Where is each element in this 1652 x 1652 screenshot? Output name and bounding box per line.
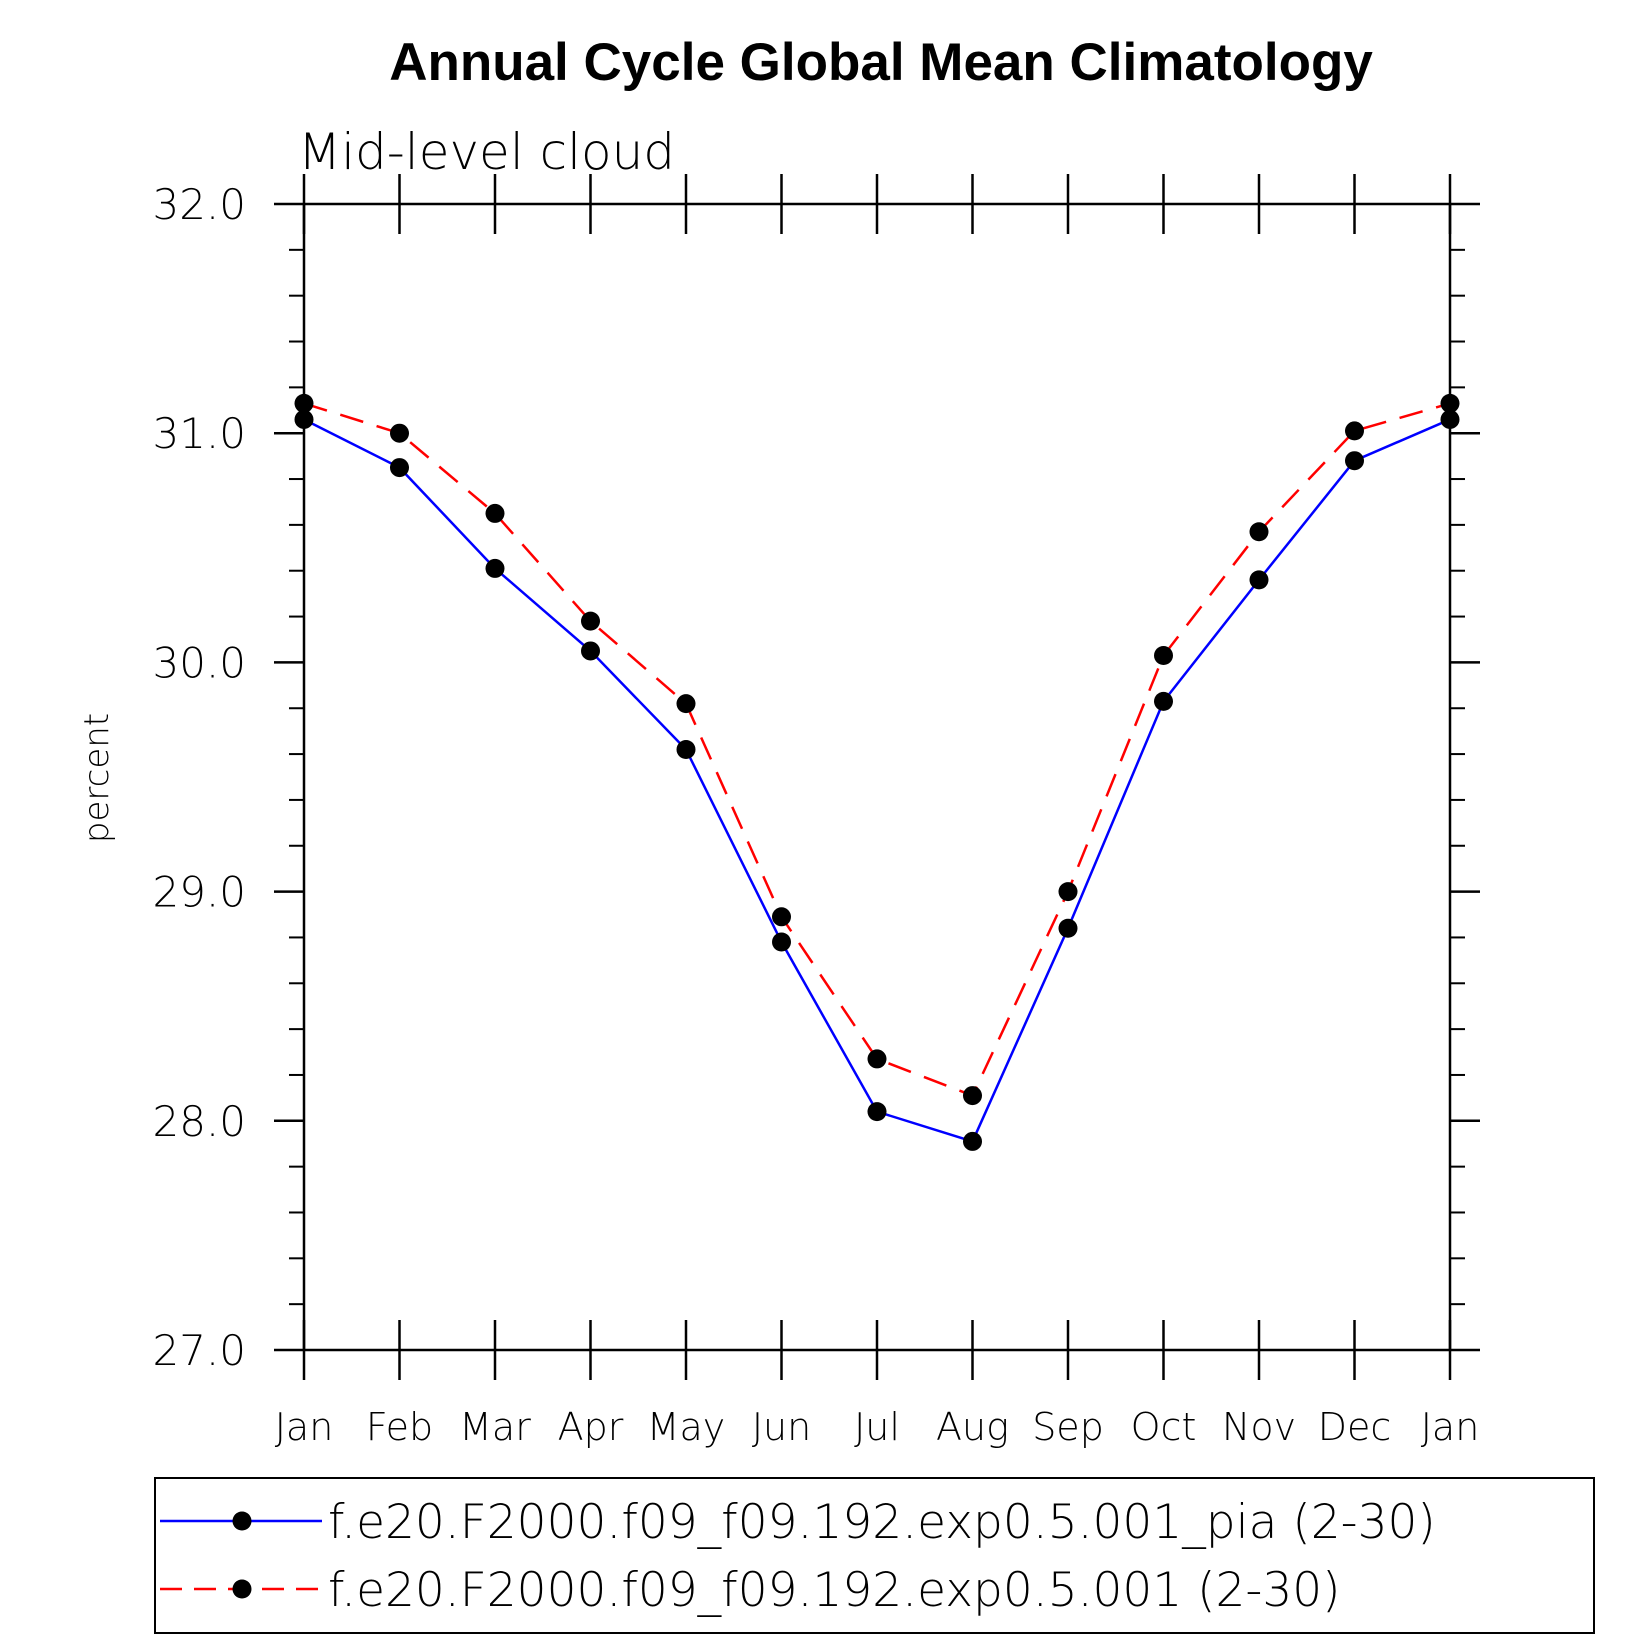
data-point-series-2 xyxy=(772,907,791,927)
plot-frame xyxy=(302,202,1452,1352)
data-point-series-1 xyxy=(485,558,505,578)
x-tick-label: Mar xyxy=(459,1405,531,1449)
data-point-series-1 xyxy=(581,641,600,661)
data-point-series-2 xyxy=(676,694,696,714)
axes: Jan Feb Mar Apr May Jun Jul Aug Sep Oct Nov Dec Jan 2… xyxy=(152,174,1480,1449)
x-tick-label: Apr xyxy=(558,1405,624,1449)
y-tick-label: 31.0 xyxy=(152,409,246,458)
data-point-series-1 xyxy=(1154,691,1173,711)
data-point-series-1 xyxy=(294,409,314,429)
legend-marker-2 xyxy=(232,1579,252,1599)
data-point-series-2 xyxy=(581,611,600,631)
data-point-series-2 xyxy=(867,1049,887,1069)
y-tick-label: 30.0 xyxy=(152,638,246,687)
y-axis-label: percent xyxy=(77,713,117,843)
legend-label-2: f.e20.F2000.f09_f09.192.exp0.5.001 (2-30… xyxy=(328,1563,1341,1618)
legend-box xyxy=(154,1477,1595,1634)
data-point-series-1 xyxy=(390,458,409,478)
y-tick-label: 29.0 xyxy=(152,868,246,917)
y-tick-label: 28.0 xyxy=(152,1097,246,1146)
data-point-series-2 xyxy=(1058,882,1078,902)
data-point-series-1 xyxy=(676,739,696,759)
x-tick-label: Sep xyxy=(1032,1405,1104,1449)
data-point-series-2 xyxy=(294,393,314,413)
x-tick-label: Dec xyxy=(1318,1405,1392,1449)
data-point-series-1 xyxy=(963,1131,982,1151)
legend: f.e20.F2000.f09_f09.192.exp0.5.001_pia (… xyxy=(154,1477,1595,1634)
data-point-series-2 xyxy=(390,423,409,443)
x-tick-label: Jan xyxy=(275,1405,334,1449)
x-tick-label: Nov xyxy=(1222,1405,1296,1449)
series-layer xyxy=(294,393,1460,1151)
data-point-series-2 xyxy=(1345,421,1364,441)
data-point-series-1 xyxy=(1249,570,1269,590)
x-tick-label: Feb xyxy=(366,1405,433,1449)
data-point-series-2 xyxy=(1440,393,1460,413)
x-tick-label: May xyxy=(647,1405,726,1449)
data-point-series-2 xyxy=(1249,522,1269,542)
data-point-series-2 xyxy=(963,1086,982,1106)
data-point-series-1 xyxy=(772,932,791,952)
data-point-series-1 xyxy=(1058,918,1078,938)
data-point-series-1 xyxy=(1440,409,1460,429)
x-tick-label: Jun xyxy=(752,1405,811,1449)
x-tick-label: Aug xyxy=(936,1405,1009,1449)
series-line-2 xyxy=(303,402,1451,1098)
series-line-1 xyxy=(303,418,1451,1143)
legend-marker-1 xyxy=(232,1511,252,1531)
data-point-series-2 xyxy=(1154,646,1173,666)
y-tick-label: 27.0 xyxy=(152,1326,246,1375)
chart-subtitle: Mid-level cloud xyxy=(298,123,675,181)
data-point-series-1 xyxy=(867,1102,887,1122)
data-point-series-1 xyxy=(1345,451,1364,471)
chart-title: Annual Cycle Global Mean Climatology xyxy=(389,33,1373,92)
x-tick-label: Oct xyxy=(1131,1405,1197,1449)
y-tick-label: 32.0 xyxy=(152,180,246,229)
x-tick-label: Jul xyxy=(854,1405,900,1449)
legend-label-1: f.e20.F2000.f09_f09.192.exp0.5.001_pia (… xyxy=(328,1495,1436,1550)
x-tick-label: Jan xyxy=(1421,1405,1480,1449)
data-point-series-2 xyxy=(485,503,505,523)
